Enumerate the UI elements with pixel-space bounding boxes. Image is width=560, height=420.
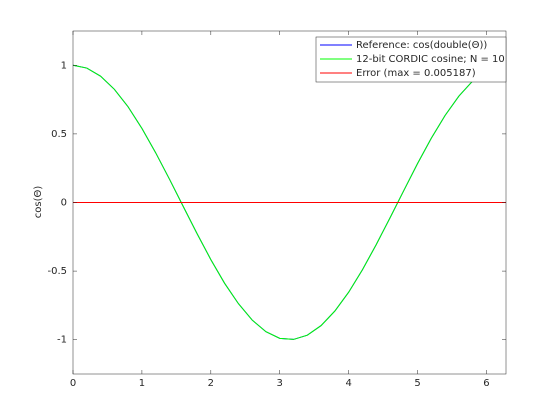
x-tick-label: 1 — [139, 378, 145, 389]
y-tick-label: 0.5 — [51, 129, 67, 140]
x-tick-label: 3 — [277, 378, 283, 389]
x-tick-label: 0 — [70, 378, 76, 389]
series-line — [72, 64, 507, 340]
x-tick-label: 4 — [345, 378, 351, 389]
legend-label: Reference: cos(double(Θ)) — [356, 40, 487, 51]
y-tick-label: -0.5 — [47, 266, 67, 277]
y-tick-label: -1 — [57, 335, 67, 346]
legend-label: 12-bit CORDIC cosine; N = 10 — [356, 54, 505, 65]
y-tick-label: 0 — [61, 198, 67, 209]
x-tick-label: 2 — [208, 378, 214, 389]
y-tick-label: 1 — [61, 60, 67, 71]
legend-label: Error (max = 0.005187) — [356, 68, 476, 79]
x-tick-label: 5 — [414, 378, 420, 389]
x-tick-label: 6 — [483, 378, 489, 389]
y-axis-label: cos(Θ) — [33, 186, 44, 219]
